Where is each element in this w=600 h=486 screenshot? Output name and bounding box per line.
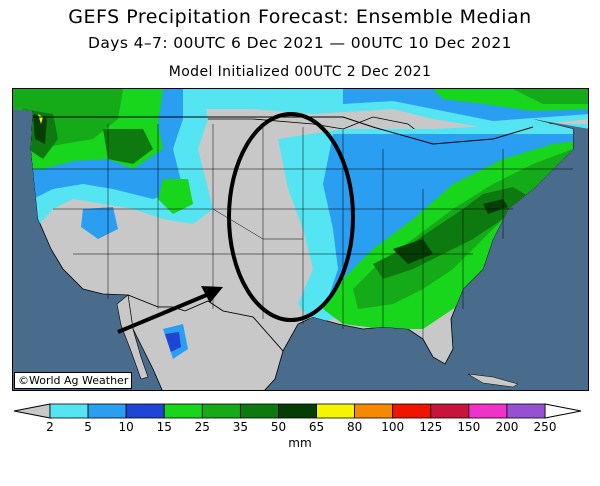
legend-swatch [430,403,470,419]
legend-tick-label: 200 [495,420,518,434]
legend-tick-label: 80 [347,420,362,434]
model-init-time: Model Initialized 00UTC 2 Dec 2021 [168,64,432,80]
legend-tick-label: 65 [309,420,324,434]
legend-tick-label: 2 [46,420,54,434]
legend-units: mm [288,436,312,450]
legend-tick-label: 5 [84,420,92,434]
mexico-land [127,294,284,390]
legend-tick-label: 100 [381,420,404,434]
legend-swatch [468,403,508,419]
legend-swatch [392,403,432,419]
legend-under-triangle [13,403,51,419]
us-canada-border [33,116,534,145]
legend-swatch [49,403,89,419]
map-title: GEFS Precipitation Forecast: Ensemble Me… [68,6,532,28]
arrow-head [201,286,223,303]
forecast-period: Days 4–7: 00UTC 6 Dec 2021 — 00UTC 10 De… [88,34,512,52]
legend-swatch [87,403,127,419]
legend-swatch [201,403,241,419]
legend-tick-label: 250 [534,420,557,434]
precipitation-map [12,88,589,391]
legend-swatch [506,403,546,419]
legend-tick-label: 35 [233,420,248,434]
legend-tick-label: 15 [157,420,172,434]
arrow-shaft [117,292,210,334]
map-canvas [13,89,588,390]
highlight-ellipse [227,112,355,322]
map-credit: ©World Ag Weather [14,372,133,389]
baja-peninsula [116,294,149,380]
legend-swatch [354,403,394,419]
legend-swatch [316,403,356,419]
precip-legend: 2 5 10 15 25 35 50 65 80 100 125 150 200 250 [13,403,582,434]
legend-swatch [125,403,165,419]
legend-tick-label: 25 [195,420,210,434]
legend-over-triangle [544,403,582,419]
legend-tick-label: 10 [119,420,134,434]
legend-tick-label: 150 [457,420,480,434]
legend-tick-label: 125 [419,420,442,434]
legend-swatch [239,403,279,419]
legend-tick-label: 50 [271,420,286,434]
legend-swatch [163,403,203,419]
legend-swatch [278,403,317,419]
cuba [467,373,519,388]
state-borders [33,124,573,339]
